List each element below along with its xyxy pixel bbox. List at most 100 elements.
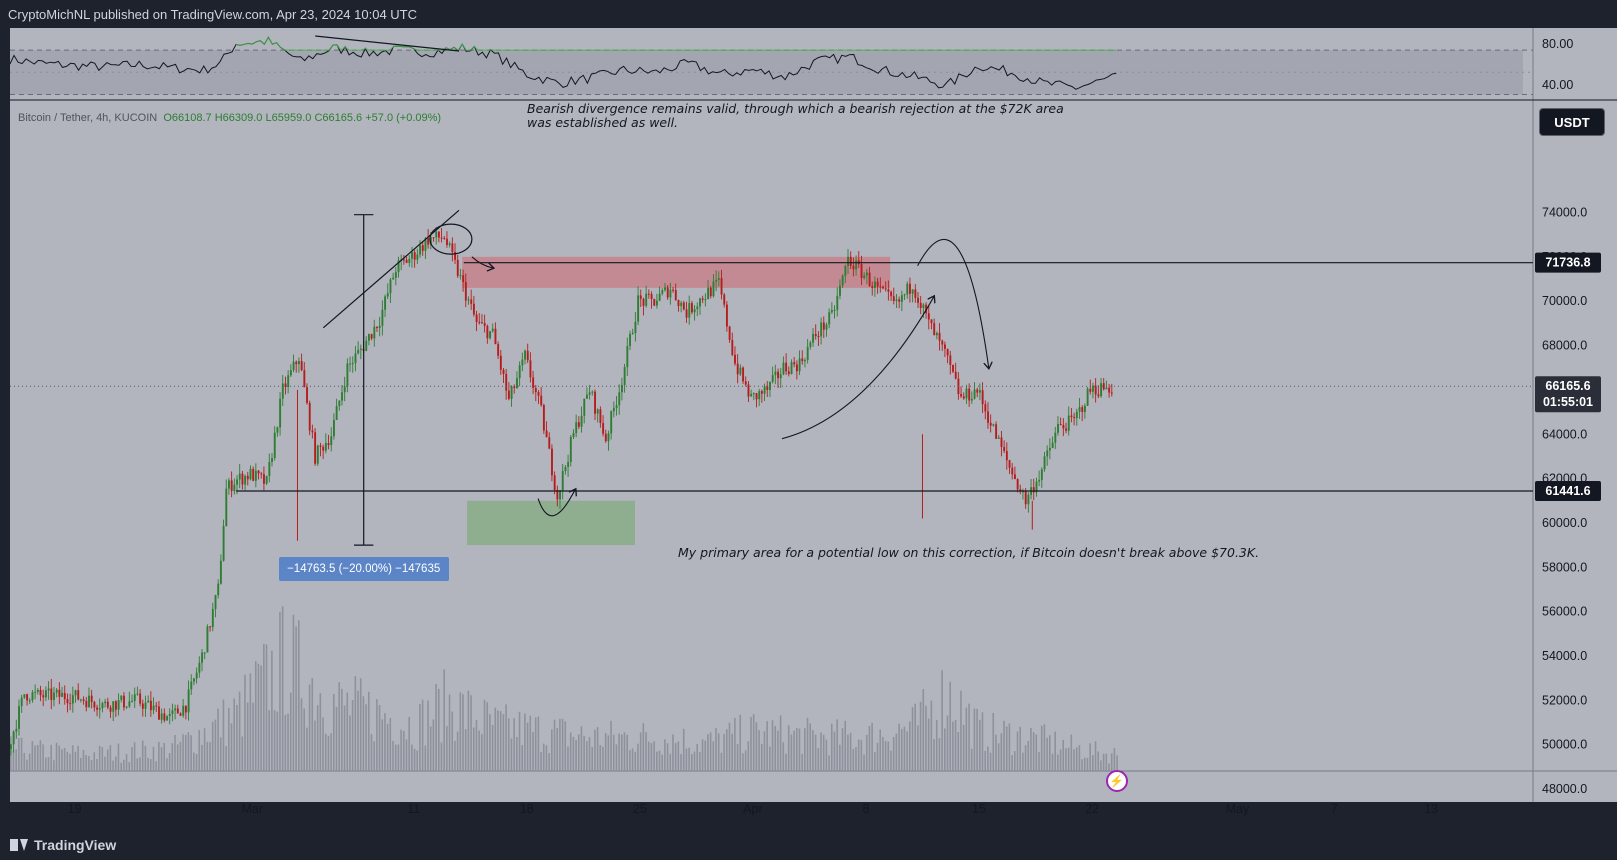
volume-bar [973, 708, 976, 771]
volume-bar [545, 745, 548, 771]
volume-bar [1067, 747, 1070, 771]
candle-body [276, 427, 279, 433]
candle-body [542, 405, 545, 431]
candle-body [252, 468, 255, 481]
volume-bar [760, 743, 763, 771]
volume-bar [825, 739, 828, 771]
candle-body [1089, 388, 1092, 392]
candle-body [1086, 388, 1089, 406]
volume-bar [551, 729, 553, 771]
brand-label: TradingView [34, 837, 117, 853]
candle-body [324, 443, 327, 451]
volume-bar [392, 740, 394, 771]
volume-bar [542, 743, 545, 771]
candle-body [370, 334, 373, 339]
volume-bar [174, 735, 176, 771]
candle-body [131, 700, 134, 702]
currency-button[interactable]: USDT [1539, 108, 1605, 136]
volume-bar [898, 723, 900, 771]
volume-bar [230, 723, 233, 771]
candle-body [1075, 411, 1078, 419]
candle-body [427, 238, 430, 245]
volume-bar [1024, 745, 1027, 771]
candle-body [71, 695, 74, 704]
volume-bar [661, 754, 663, 771]
price-axis-background [1533, 28, 1617, 802]
volume-bar [254, 661, 257, 771]
volume-bar [556, 727, 559, 771]
volume-bar [112, 760, 114, 771]
lightning-icon[interactable]: ⚡ [1105, 770, 1128, 792]
volume-bar [524, 713, 526, 771]
candle-body [782, 362, 785, 375]
candle-body [168, 713, 171, 717]
price-tick-label: 54000.0 [1542, 649, 1587, 663]
candle-body [1100, 383, 1103, 397]
candle-body [976, 389, 979, 393]
time-tick-label: Apr [743, 802, 762, 816]
volume-bar [567, 746, 569, 771]
candle-body [1059, 424, 1062, 426]
candle-body [187, 689, 190, 713]
candle-body [1097, 394, 1100, 397]
candle-body [922, 304, 925, 308]
candle-body [887, 289, 890, 292]
candle-body [18, 706, 20, 729]
candle-body [279, 398, 282, 428]
candle-body [1046, 450, 1049, 457]
candle-body [755, 393, 758, 400]
volume-bar [890, 750, 892, 771]
volume-bar [1000, 733, 1003, 771]
candle-body [677, 299, 680, 307]
candle-body [182, 705, 185, 716]
volume-bar [642, 723, 645, 771]
volume-bar [766, 721, 768, 771]
candle-body [534, 387, 537, 393]
candle-body [394, 272, 397, 278]
candle-body [117, 700, 120, 710]
volume-bar [769, 746, 771, 771]
measure-label[interactable]: −14763.5 (−20.00%) −147635 [278, 557, 449, 582]
volume-bar [319, 693, 322, 771]
volume-bar [295, 626, 297, 771]
candle-body [158, 706, 160, 720]
candle-body [203, 652, 206, 654]
volume-bar [184, 734, 187, 771]
volume-bar [117, 743, 120, 771]
price-tick-label: 68000.0 [1542, 339, 1587, 353]
candle-body [1081, 407, 1084, 413]
candle-body [806, 346, 809, 361]
candle-body [758, 391, 761, 400]
volume-bar [413, 748, 416, 771]
volume-bar [758, 730, 760, 771]
candle-body [954, 371, 957, 379]
candle-body [1024, 491, 1027, 505]
volume-bar [96, 759, 98, 771]
candle-body [728, 326, 731, 340]
volume-bar [693, 751, 696, 771]
candle-body [647, 293, 650, 295]
candle-body [524, 350, 527, 360]
candle-body [599, 409, 602, 424]
candle-body [77, 690, 80, 700]
candle-body [53, 692, 55, 700]
volume-bar [1102, 753, 1105, 771]
candle-body [292, 361, 295, 371]
volume-bar [311, 678, 314, 771]
volume-bar [241, 736, 244, 771]
volume-bar [18, 737, 20, 771]
candle-body [446, 238, 448, 245]
candle-body [852, 265, 855, 270]
candle-body [109, 707, 112, 712]
volume-bar [349, 715, 351, 771]
chart-background [10, 28, 1533, 802]
candle-body [844, 266, 847, 276]
candle-body [836, 295, 839, 310]
candle-body [397, 260, 400, 273]
candle-body [244, 475, 247, 485]
candle-body [771, 375, 774, 382]
resistance-price-label: 71736.8 [1545, 256, 1590, 270]
candle-body [174, 708, 177, 711]
volume-bar [844, 720, 847, 771]
